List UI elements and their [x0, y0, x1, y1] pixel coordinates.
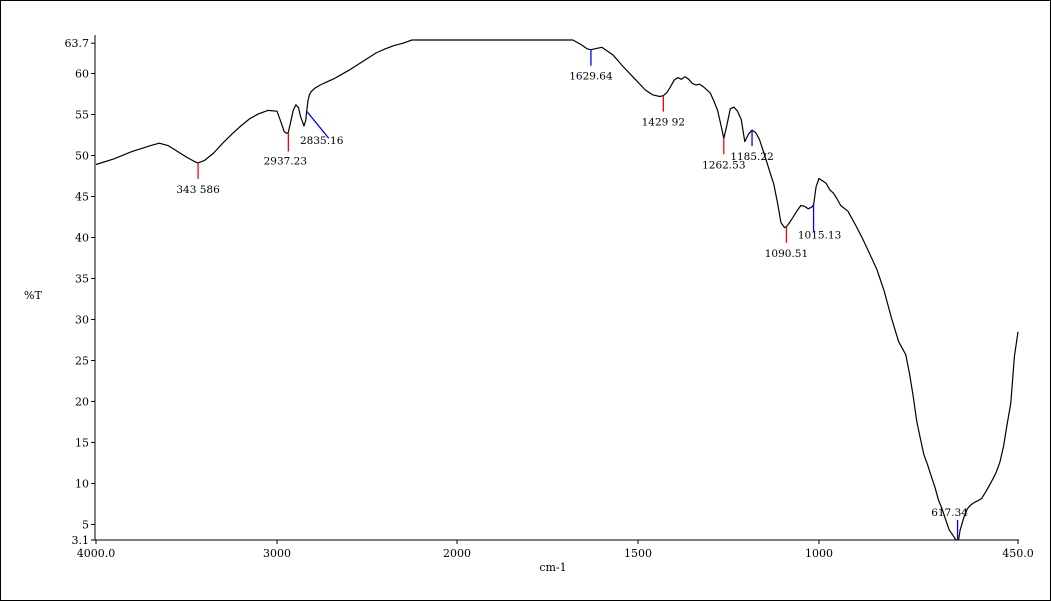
x-tick-label: 2000 [443, 547, 471, 560]
y-tick-label: 50 [75, 150, 89, 163]
x-tick-label: 1500 [624, 547, 652, 560]
spectrum-line [95, 39, 1019, 541]
y-tick-label: 60 [75, 68, 89, 81]
peak-marker [306, 110, 330, 139]
peak-label: 2937.23 [264, 156, 307, 168]
peak-label: 1629.64 [569, 71, 613, 83]
y-tick-label: 20 [75, 395, 89, 408]
x-tick-label: 4000.0 [77, 547, 116, 560]
y-tick-label: 5 [82, 518, 89, 531]
y-tick-label: 35 [75, 272, 89, 285]
y-tick-label: 63.7 [65, 37, 90, 50]
y-tick-label: 15 [75, 436, 89, 449]
y-tick-label: 25 [75, 354, 89, 367]
peak-label: 1185.22 [730, 151, 773, 163]
y-tick-label: 3.1 [72, 534, 90, 547]
peak-label: 343 586 [176, 184, 220, 196]
peak-label: 617.34 [931, 507, 968, 519]
peak-label: 2835.16 [300, 135, 344, 147]
peak-label: 1090.51 [765, 248, 808, 260]
peak-label: 1429 92 [642, 117, 685, 129]
x-tick-label: 450.0 [1002, 547, 1034, 560]
y-tick-label: 30 [75, 313, 89, 326]
y-tick-label: 40 [75, 231, 89, 244]
peak-label: 1015.13 [798, 230, 841, 242]
peak-label: 1262.53 [702, 159, 745, 171]
y-tick-label: 45 [75, 190, 89, 203]
x-tick-label: 3000 [263, 547, 291, 560]
y-axis-label: %T [24, 289, 42, 302]
y-tick-label: 55 [75, 109, 89, 122]
x-tick-label: 1000 [805, 547, 833, 560]
x-axis-label: cm-1 [539, 561, 566, 574]
y-tick-label: 10 [75, 477, 89, 490]
